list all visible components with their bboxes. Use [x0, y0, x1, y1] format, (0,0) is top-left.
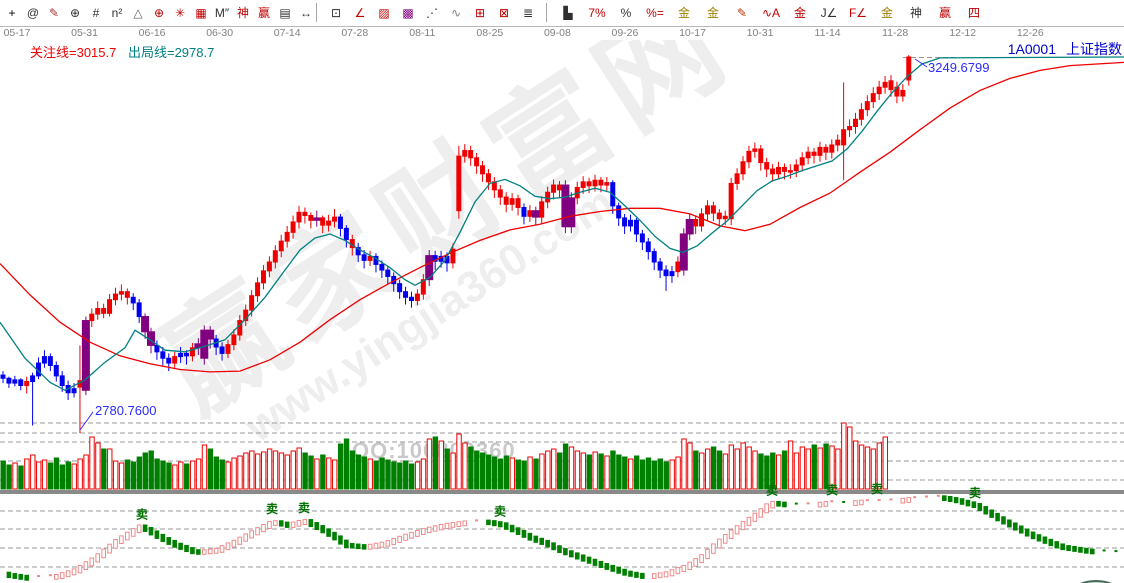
seven-percent-icon[interactable]: 7% [588, 6, 606, 20]
a-wave-icon[interactable]: ∿A [761, 6, 781, 20]
toolbar-separator [316, 3, 317, 22]
shaded-grid-icon[interactable]: ▨ [378, 6, 390, 20]
sell-signals: 卖卖卖卖卖卖卖卖 [136, 481, 981, 521]
indicator-wave [6, 494, 1118, 581]
ying-angle-icon[interactable]: 赢∠ [938, 6, 951, 42]
gold-circle-icon[interactable]: 金 [677, 6, 690, 20]
ma-fast-line [0, 56, 1124, 392]
sell-signal-label: 卖 [766, 482, 778, 497]
sell-signal-label: 卖 [266, 501, 278, 516]
set-square-icon[interactable]: △ [133, 6, 143, 20]
sell-signal-label: 卖 [826, 482, 838, 497]
sell-signal-label: 卖 [969, 485, 981, 500]
j-angle-icon[interactable]: J∠ [820, 6, 838, 20]
starburst-icon[interactable]: ✳ [174, 6, 186, 20]
wave-tool-icon[interactable]: ∿ [450, 6, 462, 20]
sell-signal-label: 卖 [136, 507, 148, 522]
bar-percent-icon[interactable]: ▙ [563, 6, 573, 20]
n-squared-icon[interactable]: n² [111, 6, 123, 20]
toolbar-separator [546, 3, 547, 22]
hatch-lines-icon[interactable]: # [92, 6, 100, 20]
percent-icon[interactable]: % [620, 6, 632, 20]
fan-grid-icon[interactable]: ▩ [402, 6, 414, 20]
shen-angle-icon[interactable]: 神∠ [909, 6, 922, 42]
volume-baseline [0, 490, 1124, 494]
anchor-box-icon[interactable]: ⊡ [330, 6, 342, 20]
grid-tool-red-icon[interactable]: ⊞ [474, 6, 486, 20]
callout-connectors [79, 58, 928, 431]
brush-flame-icon[interactable]: ✎ [736, 6, 748, 20]
percent-line-icon[interactable]: %= [646, 6, 664, 20]
gold-angle-icon[interactable]: 金∠ [880, 6, 893, 42]
shen-tool-icon[interactable]: 神 [236, 6, 249, 20]
ruler-123-icon[interactable]: ▤ [279, 6, 291, 20]
circle-cross-icon[interactable]: ⊕ [69, 6, 81, 20]
trend-lines-icon[interactable]: ⋰ [426, 6, 438, 20]
si-angle-icon[interactable]: 四∠ [967, 6, 980, 42]
target-circle-icon[interactable]: ⊕ [153, 6, 165, 20]
candles [0, 55, 912, 433]
sell-signal-label: 卖 [871, 481, 883, 496]
sell-signal-label: 卖 [298, 500, 310, 515]
grid-tool-dark-icon[interactable]: ⊠ [498, 6, 510, 20]
gold-lines-icon[interactable]: 金 [706, 6, 719, 20]
drawing-toolbar: + @ ✎ ⊕ # n² △ ⊕ ✳ ▦ M″ 神赢 ▤ ↔ ⊡ ∠ ▨ ▩ ⋰ ∿ ⊞ ⊠ ≣ ▙ 7%% %= 金 金 ✎ ∿A 金 J∠… [0, 0, 1124, 42]
gann-fan-icon[interactable]: ∠ [354, 6, 366, 20]
gold-underline-icon[interactable]: 金 [793, 6, 806, 20]
ma-slow-line [0, 61, 1124, 373]
red-grid-icon[interactable]: ▦ [195, 6, 207, 20]
pointer-cross-icon[interactable]: + [8, 6, 16, 20]
spiral-tool-icon[interactable]: @ [26, 6, 40, 20]
sell-signal-label: 卖 [494, 504, 506, 519]
parallel-lines-icon[interactable]: ≣ [522, 6, 534, 20]
ying-tool-icon[interactable]: 赢 [257, 6, 270, 20]
width-arrow-icon[interactable]: ↔ [300, 6, 312, 20]
pencil-measure-icon[interactable]: ✎ [48, 6, 60, 20]
m-lines-icon[interactable]: M″ [214, 6, 230, 20]
f-angle-icon[interactable]: F∠ [848, 6, 868, 20]
volume-bars [0, 422, 888, 490]
